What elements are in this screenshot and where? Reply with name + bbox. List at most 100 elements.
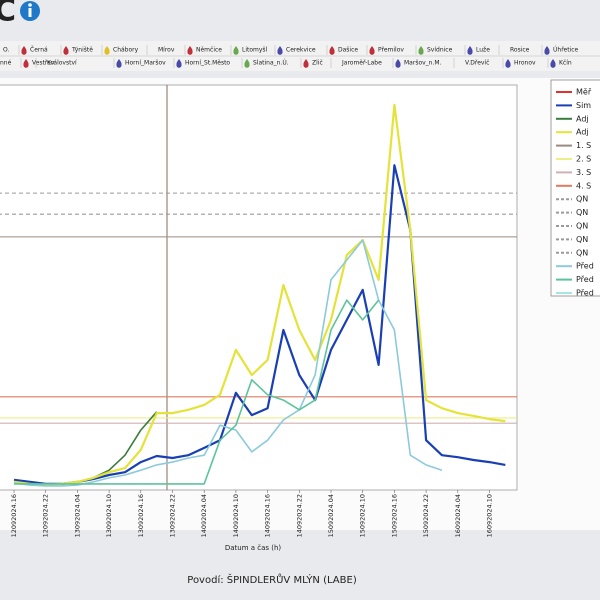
legend-label: 1. S (576, 141, 591, 150)
tab-label: Hronov (514, 60, 536, 67)
tab[interactable]: Mírov (146, 45, 175, 55)
tab-label: Úhřetice (553, 47, 579, 54)
x-tick-label: 12092024.16 (10, 494, 18, 537)
tab[interactable]: O. (0, 45, 9, 55)
x-tick-label: 16092024.10 (486, 494, 494, 537)
legend-label: Sim (576, 101, 591, 110)
tab-label: Jaroměř-Labe (341, 60, 382, 67)
x-tick-label: 15092024.22 (422, 494, 430, 537)
tab-label: Maršov_n.M. (404, 60, 442, 67)
legend-label: QN (576, 235, 588, 244)
tab-label: Přemilov (378, 47, 404, 54)
tab-label: Týniště (71, 47, 93, 54)
tab[interactable]: Jaroměř-Labe (330, 58, 382, 68)
series-line (13, 103, 506, 487)
tab-label: Litomyšl (242, 47, 268, 54)
tab[interactable]: Chábory (101, 45, 139, 55)
series-line (13, 164, 506, 485)
legend-label: QN (576, 248, 588, 257)
tab-icon (303, 59, 309, 68)
tab-icon (467, 46, 473, 55)
tab[interactable]: nné (0, 58, 12, 68)
tab-label: Dašice (338, 47, 358, 54)
tab-icon (544, 46, 550, 55)
legend-box (550, 79, 600, 297)
x-tick-label: 14092024.22 (295, 494, 303, 537)
legend-label: Před (576, 289, 594, 298)
tab-icon (233, 46, 239, 55)
x-tick-label: 13092024.04 (73, 494, 81, 537)
tab-label: Němčice (196, 47, 222, 54)
tab-label: Mírov (158, 47, 175, 54)
tab[interactable]: Černá (18, 45, 48, 55)
series-line (14, 299, 380, 485)
info-dot (28, 3, 32, 7)
tab-label: O. (3, 47, 9, 54)
tab-label: Horní_St.Město (185, 60, 230, 67)
tab-label: V.Dřevíč (465, 60, 489, 67)
x-tick-label: 13092024.16 (137, 494, 145, 537)
tab-icon (418, 46, 424, 55)
legend-label: Před (576, 275, 594, 284)
tab[interactable]: Rosice (498, 45, 530, 55)
tab[interactable]: V.Dřevíč (453, 58, 489, 68)
tab[interactable]: Dašice (326, 45, 358, 55)
tab[interactable]: Luže (464, 45, 490, 55)
tab-icon (369, 46, 375, 55)
logo: C (0, 0, 16, 29)
x-axis-title: Datum a čas (h) (225, 544, 282, 552)
tab[interactable]: Zlič (300, 58, 323, 68)
tab[interactable]: Vestřev (20, 58, 55, 68)
legend-label: QN (576, 195, 588, 204)
tab-icon (550, 59, 556, 68)
tab[interactable]: Přemilov (366, 45, 404, 55)
tab-label: Luže (476, 47, 490, 54)
legend-label: 3. S (576, 168, 591, 177)
x-tick-label: 12092024.22 (42, 494, 50, 537)
tab-label: Slatina_n.Ú. (253, 60, 289, 67)
legend-label: Před (576, 262, 594, 271)
tab[interactable]: Kčín (547, 58, 572, 68)
tab-icon (505, 59, 511, 68)
tab[interactable]: Hronov (502, 58, 536, 68)
x-tick-label: 16092024.04 (454, 494, 462, 537)
x-tick-label: 14092024.16 (264, 494, 272, 537)
x-tick-label: 15092024.04 (327, 494, 335, 537)
tab[interactable]: Litomyšl (230, 45, 268, 55)
tab-label: Černá (30, 47, 48, 54)
tab-icon (21, 46, 27, 55)
info-icon[interactable] (20, 1, 40, 21)
tab-icon (63, 46, 69, 55)
legend-label: Měř (576, 88, 592, 97)
legend-label: Adj (576, 114, 589, 123)
x-tick-label: 13092024.22 (169, 494, 177, 537)
tab-icon (23, 59, 29, 68)
tab-icon (116, 59, 122, 68)
tab-icon (395, 59, 401, 68)
tab[interactable]: Úhřetice (541, 45, 579, 55)
tab[interactable]: Maršov_n.M. (392, 58, 442, 68)
tab[interactable]: Týniště (60, 45, 93, 55)
tab[interactable]: Slatina_n.Ú. (241, 58, 289, 68)
tab-icon (277, 46, 283, 55)
x-tick-label: 13092024.10 (105, 494, 113, 537)
tab-label: Zlič (312, 60, 323, 67)
tab-label: nné (0, 60, 12, 67)
tab[interactable]: Království (35, 58, 77, 68)
legend-label: 2. S (576, 155, 591, 164)
tab[interactable]: Svídnice (415, 45, 453, 55)
tab[interactable]: Němčice (184, 45, 222, 55)
tab-icon (244, 59, 250, 68)
tab-label: Vestřev (32, 60, 55, 67)
legend-label: QN (576, 208, 588, 217)
tab-label: Cerekvice (286, 47, 316, 54)
legend-label: QN (576, 222, 588, 231)
tab-icon (187, 46, 193, 55)
tab[interactable]: Cerekvice (274, 45, 316, 55)
tab-icon (329, 46, 335, 55)
tab-label: Chábory (113, 47, 139, 54)
tab-icon (104, 46, 110, 55)
tab[interactable]: Horní_Maršov (113, 58, 166, 68)
tab[interactable]: Horní_St.Město (173, 58, 230, 68)
